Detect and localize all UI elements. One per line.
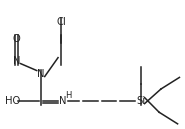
Text: N: N	[13, 56, 20, 66]
Text: N: N	[37, 68, 44, 79]
Text: O: O	[13, 34, 21, 44]
Text: HO: HO	[5, 96, 21, 106]
Text: Cl: Cl	[56, 17, 66, 27]
Text: Si: Si	[136, 96, 145, 106]
Text: H: H	[65, 91, 71, 100]
Text: N: N	[59, 96, 67, 106]
